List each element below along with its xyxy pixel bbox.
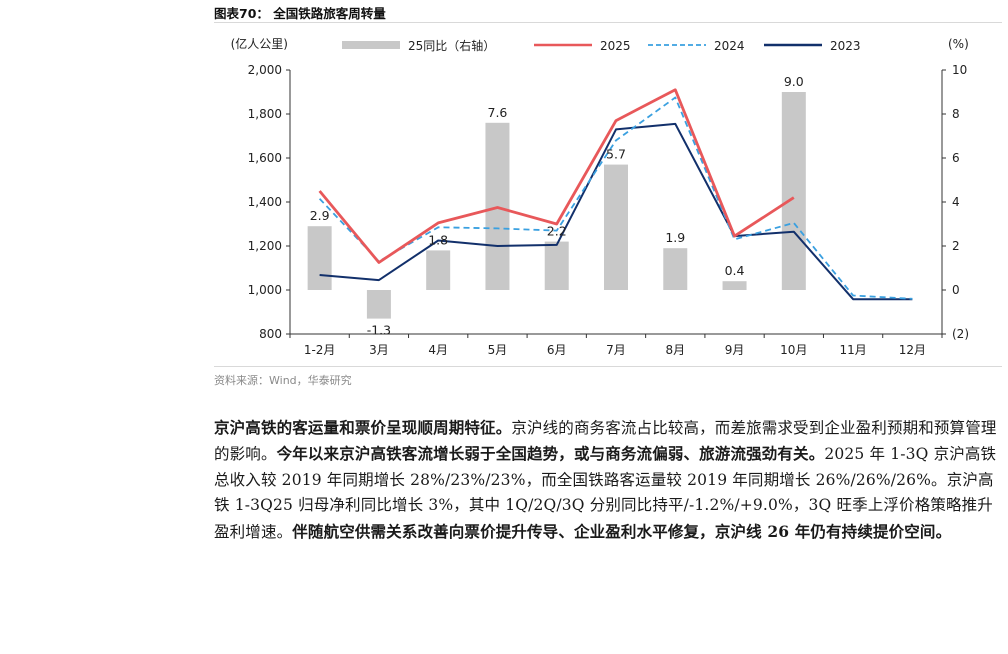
figure-title: 图表70： 全国铁路旅客周转量 (214, 3, 386, 22)
x-tick-label: 7月 (606, 343, 626, 357)
bar-9月 (723, 281, 747, 290)
right-tick-label: 0 (952, 283, 960, 297)
right-tick-label: 4 (952, 195, 960, 209)
source-divider (214, 366, 1002, 367)
right-tick-label: 6 (952, 151, 960, 165)
source-note: 资料来源：Wind，华泰研究 (214, 372, 352, 388)
right-tick-label: (2) (952, 327, 969, 341)
bar-value-label: -1.3 (367, 323, 391, 338)
bar-value-label: 5.7 (606, 147, 626, 162)
chart-axes: 800 1,000 1,200 1,400 1,600 1,800 2,000 (2) 0 2 4 6… (231, 36, 969, 357)
left-tick-label: 2,000 (248, 63, 282, 77)
chart-legend: 25同比（右轴） 2025 2024 2023 (342, 38, 861, 53)
right-axis-unit: (%) (948, 37, 969, 51)
bar-value-label: 2.2 (547, 224, 567, 239)
right-tick-label: 10 (952, 63, 967, 77)
left-tick-label: 1,600 (248, 151, 282, 165)
right-tick-label: 2 (952, 239, 960, 253)
x-tick-label: 8月 (665, 343, 685, 357)
bar-7月 (604, 165, 628, 290)
bar-value-label: 1.9 (665, 230, 685, 245)
bar-10月 (782, 92, 806, 290)
x-tick-label: 11月 (839, 343, 866, 357)
paragraph-segment: 京沪高铁的客运量和票价呈现顺周期特征。 (214, 418, 511, 437)
x-tick-label: 5月 (488, 343, 508, 357)
legend-label-2025: 2025 (600, 39, 631, 53)
legend-label-bars: 25同比（右轴） (408, 38, 495, 53)
bar-value-label: 7.6 (488, 105, 508, 120)
x-tick-label: 4月 (428, 343, 448, 357)
left-tick-label: 1,400 (248, 195, 282, 209)
left-tick-label: 1,800 (248, 107, 282, 121)
x-tick-label: 3月 (369, 343, 389, 357)
paragraph-segment: 今年以来京沪高铁客流增长弱于全国趋势，或与商务流偏弱、旅游流强劲有关。 (277, 444, 825, 463)
left-tick-label: 1,200 (248, 239, 282, 253)
bar-value-label: 1.8 (428, 232, 448, 247)
right-tick-label: 8 (952, 107, 960, 121)
left-tick-label: 800 (259, 327, 282, 341)
passenger-turnover-chart: 25同比（右轴） 2025 2024 2023 800 1,000 1,200 1,400 1… (214, 26, 1004, 364)
x-tick-label: 6月 (547, 343, 567, 357)
x-tick-label: 10月 (780, 343, 807, 357)
x-tick-label: 1-2月 (304, 343, 336, 357)
legend-label-2024: 2024 (714, 39, 745, 53)
body-paragraph: 京沪高铁的客运量和票价呈现顺周期特征。京沪线的商务客流占比较高，而差旅需求受到企… (214, 415, 1004, 545)
x-tick-label: 12月 (899, 343, 926, 357)
bar-1-2月 (308, 226, 332, 290)
title-divider (214, 22, 1002, 23)
bar-value-label: 9.0 (784, 74, 804, 89)
chart-bars (308, 92, 806, 319)
bar-value-label: 2.9 (310, 208, 330, 223)
left-axis-unit: (亿人公里) (231, 36, 288, 51)
paragraph-segment: 伴随航空供需关系改善向票价提升传导、企业盈利水平修复，京沪线 26 年仍有持续提… (292, 522, 951, 541)
bar-value-label: 0.4 (725, 263, 745, 278)
x-tick-label: 9月 (725, 343, 745, 357)
bar-6月 (545, 242, 569, 290)
bar-3月 (367, 290, 391, 319)
legend-label-2023: 2023 (830, 39, 861, 53)
legend-swatch-bars (342, 41, 400, 49)
bar-4月 (426, 250, 450, 290)
bar-8月 (663, 248, 687, 290)
left-tick-label: 1,000 (248, 283, 282, 297)
